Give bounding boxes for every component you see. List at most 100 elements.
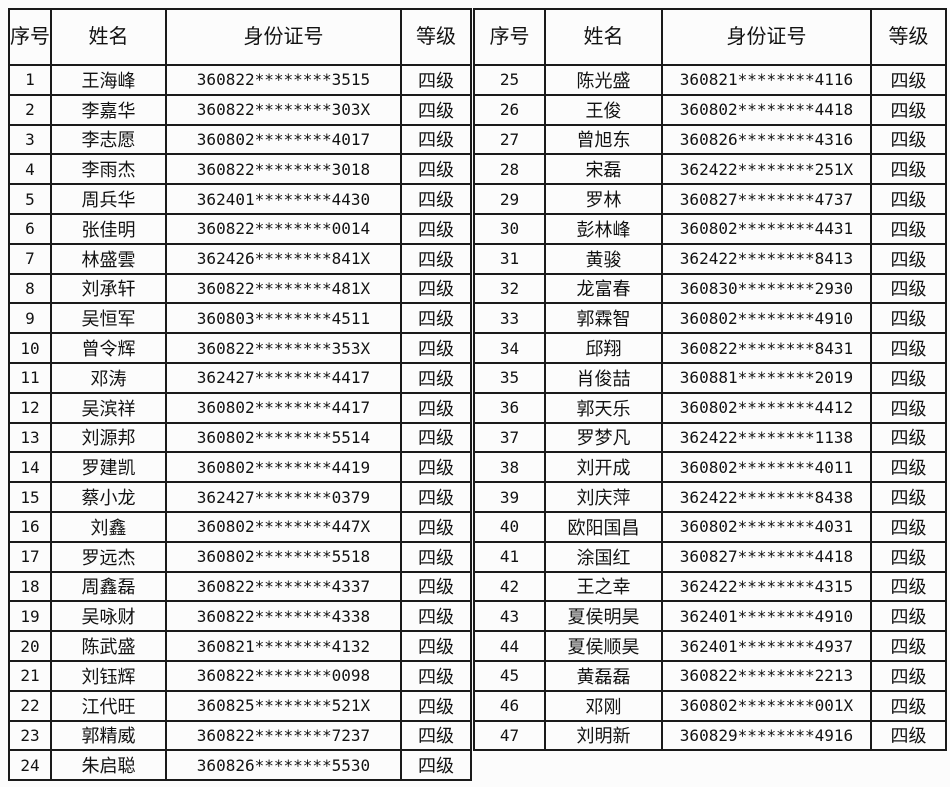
id-number: 362401********4937 [661,630,872,662]
level-value: 四级 [400,749,472,782]
id-number: 360826********5530 [165,749,402,782]
row-seq: 13 [8,421,52,454]
level-value: 四级 [870,332,947,364]
level-value: 四级 [400,183,472,215]
row-seq: 7 [8,242,52,275]
level-value: 四级 [870,272,947,305]
header-row: 序号 姓名 身份证号 等级 [473,8,947,66]
level-value: 四级 [400,361,472,394]
id-number: 360827********4418 [661,540,872,573]
person-name: 陈光盛 [544,64,663,96]
row-seq: 33 [473,302,546,335]
table-row: 9 吴恒军 360803********4511 四级 [8,302,472,335]
level-value: 四级 [870,64,947,96]
table-row: 6 张佳明 360822********0014 四级 [8,212,472,245]
id-number: 360802********4418 [661,93,872,126]
row-seq: 34 [473,332,546,364]
table-row: 19 吴咏财 360822********4338 四级 [8,600,472,633]
id-number: 360830********2930 [661,272,872,305]
person-name: 吴咏财 [50,600,167,633]
row-seq: 10 [8,332,52,364]
level-value: 四级 [870,451,947,484]
row-seq: 35 [473,361,546,394]
level-value: 四级 [400,570,472,603]
row-seq: 39 [473,481,546,513]
level-value: 四级 [870,153,947,186]
person-name: 周鑫磊 [50,570,167,603]
level-value: 四级 [400,600,472,633]
person-name: 黄骏 [544,242,663,275]
row-seq: 1 [8,64,52,96]
row-seq: 4 [8,153,52,186]
id-number: 360802********4412 [661,391,872,424]
table-row: 2 李嘉华 360822********303X 四级 [8,93,472,126]
id-number: 360822********3515 [165,64,402,96]
id-number: 360802********4431 [661,212,872,245]
person-name: 夏侯明昊 [544,600,663,633]
table-row: 27 曾旭东 360826********4316 四级 [473,123,947,156]
person-name: 郭精威 [50,719,167,752]
level-value: 四级 [400,540,472,573]
id-number: 360802********4017 [165,123,402,156]
row-seq: 23 [8,719,52,752]
level-value: 四级 [400,302,472,335]
table-row: 13 刘源邦 360802********5514 四级 [8,421,472,454]
person-name: 刘源邦 [50,421,167,454]
header-level: 等级 [870,8,947,66]
id-number: 360802********4910 [661,302,872,335]
table-row: 42 王之幸 362422********4315 四级 [473,570,947,603]
roster-table-left: 序号 姓名 身份证号 等级 1 王海峰 360822********3515 四级 2 李… [8,8,472,782]
id-number: 360829********4916 [661,719,872,752]
row-seq: 14 [8,451,52,484]
person-name: 刘承轩 [50,272,167,305]
person-name: 罗梦凡 [544,421,663,454]
table-row: 12 吴滨祥 360802********4417 四级 [8,391,472,424]
row-seq: 31 [473,242,546,275]
id-number: 362422********8438 [661,481,872,513]
id-number: 360822********0014 [165,212,402,245]
id-number: 360825********521X [165,689,402,722]
row-seq: 15 [8,481,52,513]
header-seq: 序号 [473,8,546,66]
person-name: 周兵华 [50,183,167,215]
row-seq: 25 [473,64,546,96]
row-seq: 27 [473,123,546,156]
header-level: 等级 [400,8,472,66]
row-seq: 42 [473,570,546,603]
level-value: 四级 [870,570,947,603]
row-seq: 46 [473,689,546,722]
row-seq: 16 [8,510,52,543]
id-number: 362422********8413 [661,242,872,275]
id-number: 360802********4417 [165,391,402,424]
person-name: 罗远杰 [50,540,167,573]
row-seq: 37 [473,421,546,454]
person-name: 彭林峰 [544,212,663,245]
id-number: 360802********4031 [661,510,872,543]
level-value: 四级 [870,242,947,275]
id-number: 360803********4511 [165,302,402,335]
level-value: 四级 [400,212,472,245]
person-name: 李嘉华 [50,93,167,126]
person-name: 曾旭东 [544,123,663,156]
id-number: 360822********8431 [661,332,872,364]
level-value: 四级 [400,421,472,454]
row-seq: 24 [8,749,52,782]
roster-table-right: 序号 姓名 身份证号 等级 25 陈光盛 360821********4116 四级 2… [473,8,947,752]
person-name: 王俊 [544,93,663,126]
table-row: 34 邱翔 360822********8431 四级 [473,332,947,364]
id-number: 360827********4737 [661,183,872,215]
row-seq: 29 [473,183,546,215]
person-name: 夏侯顺昊 [544,630,663,662]
table-row: 41 涂国红 360827********4418 四级 [473,540,947,573]
table-row: 35 肖俊喆 360881********2019 四级 [473,361,947,394]
person-name: 蔡小龙 [50,481,167,513]
id-number: 360826********4316 [661,123,872,156]
table-row: 7 林盛雲 362426********841X 四级 [8,242,472,275]
id-number: 360822********4338 [165,600,402,633]
person-name: 林盛雲 [50,242,167,275]
row-seq: 32 [473,272,546,305]
table-row: 16 刘鑫 360802********447X 四级 [8,510,472,543]
roster-tables-container: 序号 姓名 身份证号 等级 1 王海峰 360822********3515 四级 2 李… [8,8,950,782]
table-row: 28 宋磊 362422********251X 四级 [473,153,947,186]
